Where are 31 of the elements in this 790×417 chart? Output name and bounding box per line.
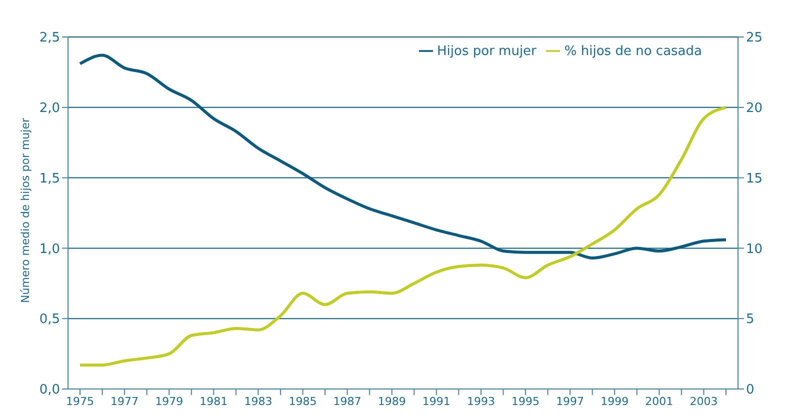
y2-tick-label: 5 bbox=[746, 312, 754, 328]
y-tick-label: 1,0 bbox=[39, 242, 60, 257]
x-tick-label: 1985 bbox=[288, 394, 317, 408]
line-series bbox=[78, 106, 728, 367]
x-tick-label: 1995 bbox=[512, 394, 540, 408]
y2-tick-label: 10 bbox=[746, 242, 763, 257]
x-tick-label: 1975 bbox=[66, 394, 94, 408]
x-tick-label: 2001 bbox=[645, 394, 674, 408]
y-axis-title: Número medio de hijos por mujer bbox=[18, 118, 32, 303]
x-tick-label: 1993 bbox=[466, 394, 495, 408]
x-tick-label: 1999 bbox=[600, 394, 629, 408]
y2-tick-label: 15 bbox=[746, 171, 763, 186]
x-tick-label: 1977 bbox=[110, 394, 139, 408]
y2-tick-label: 25 bbox=[746, 30, 763, 46]
y-tick-label: 0,5 bbox=[39, 312, 60, 328]
y-tick-label: 1,5 bbox=[39, 171, 60, 186]
y-tick-label: 2,0 bbox=[39, 101, 60, 116]
legend-label: Hijos por mujer bbox=[437, 44, 536, 59]
y2-tick-label: 20 bbox=[746, 101, 763, 116]
x-tick-label: 1997 bbox=[556, 394, 584, 408]
x-tick-label: 1981 bbox=[200, 394, 228, 408]
x-tick-label: 1983 bbox=[244, 394, 272, 408]
y-tick-label: 2,5 bbox=[39, 30, 60, 46]
x-tick-label: 1989 bbox=[378, 394, 406, 408]
legend-label: % hijos de no casada bbox=[564, 44, 702, 59]
x-tick-label: 2003 bbox=[690, 394, 718, 408]
y-tick-label: 0,0 bbox=[39, 382, 60, 398]
x-tick-label: 1987 bbox=[333, 394, 362, 408]
y2-tick-label: 0 bbox=[746, 382, 754, 398]
x-tick-label: 1991 bbox=[422, 394, 450, 408]
x-tick-label: 1979 bbox=[155, 394, 184, 408]
